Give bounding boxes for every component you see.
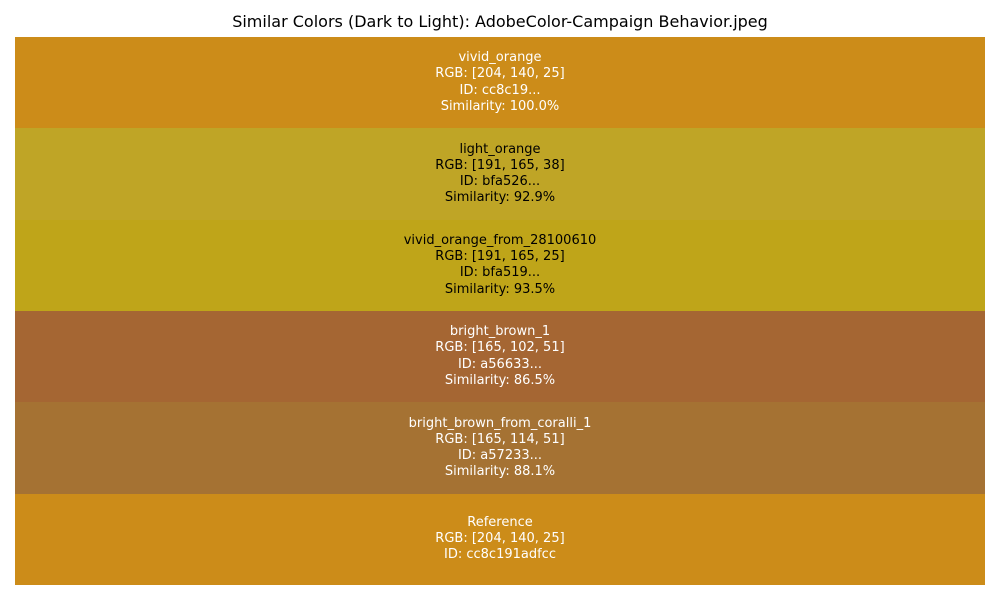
swatch-rgb: RGB: [165, 114, 51] xyxy=(435,431,565,447)
swatch-similarity: Similarity: 100.0% xyxy=(440,98,560,114)
swatch-rgb: RGB: [165, 102, 51] xyxy=(435,340,565,356)
swatch-rgb: RGB: [191, 165, 25] xyxy=(435,249,565,265)
swatch-rgb: RGB: [204, 140, 25] xyxy=(435,531,565,547)
swatch-name: vivid_orange_from_28100610 xyxy=(403,232,597,248)
swatch-id: ID: a57233... xyxy=(457,447,543,463)
swatch-id: ID: bfa519... xyxy=(459,265,541,281)
chart-title: Similar Colors (Dark to Light): AdobeCol… xyxy=(232,12,768,31)
color-swatch: bright_brown_from_coralli_1 RGB: [165, 11… xyxy=(15,402,985,494)
swatch-id: ID: a56633... xyxy=(457,356,543,372)
color-swatch-strip: vivid_orange RGB: [204, 140, 25] ID: cc8c1… xyxy=(15,37,985,585)
swatch-name: bright_brown_from_coralli_1 xyxy=(408,415,592,431)
swatch-rgb: RGB: [204, 140, 25] xyxy=(435,66,565,82)
swatch-rgb: RGB: [191, 165, 38] xyxy=(435,157,565,173)
color-swatch: light_orange RGB: [191, 165, 38] ID: bfa52… xyxy=(15,128,985,220)
color-swatch: Reference RGB: [204, 140, 25] ID: cc8c191a… xyxy=(15,493,985,585)
swatch-id: ID: bfa526... xyxy=(459,173,541,189)
swatch-name: Reference xyxy=(467,515,533,530)
swatch-similarity: Similarity: 92.9% xyxy=(444,190,556,206)
swatch-id: ID: cc8c19... xyxy=(459,82,541,98)
swatch-similarity: Similarity: 88.1% xyxy=(444,464,556,480)
swatch-name: vivid_orange xyxy=(458,50,542,66)
swatch-id: ID: cc8c191adfcc xyxy=(444,547,556,563)
color-swatch: bright_brown_1 RGB: [165, 102, 51] ID: a56… xyxy=(15,310,985,403)
color-swatch: vivid_orange_from_28100610 RGB: [191, 165… xyxy=(15,219,985,311)
swatch-name: light_orange xyxy=(459,141,541,157)
swatch-similarity: Similarity: 86.5% xyxy=(444,372,556,388)
color-swatch: vivid_orange RGB: [204, 140, 25] ID: cc8c1… xyxy=(15,37,985,129)
swatch-similarity: Similarity: 93.5% xyxy=(444,281,556,297)
swatch-name: bright_brown_1 xyxy=(449,324,551,340)
